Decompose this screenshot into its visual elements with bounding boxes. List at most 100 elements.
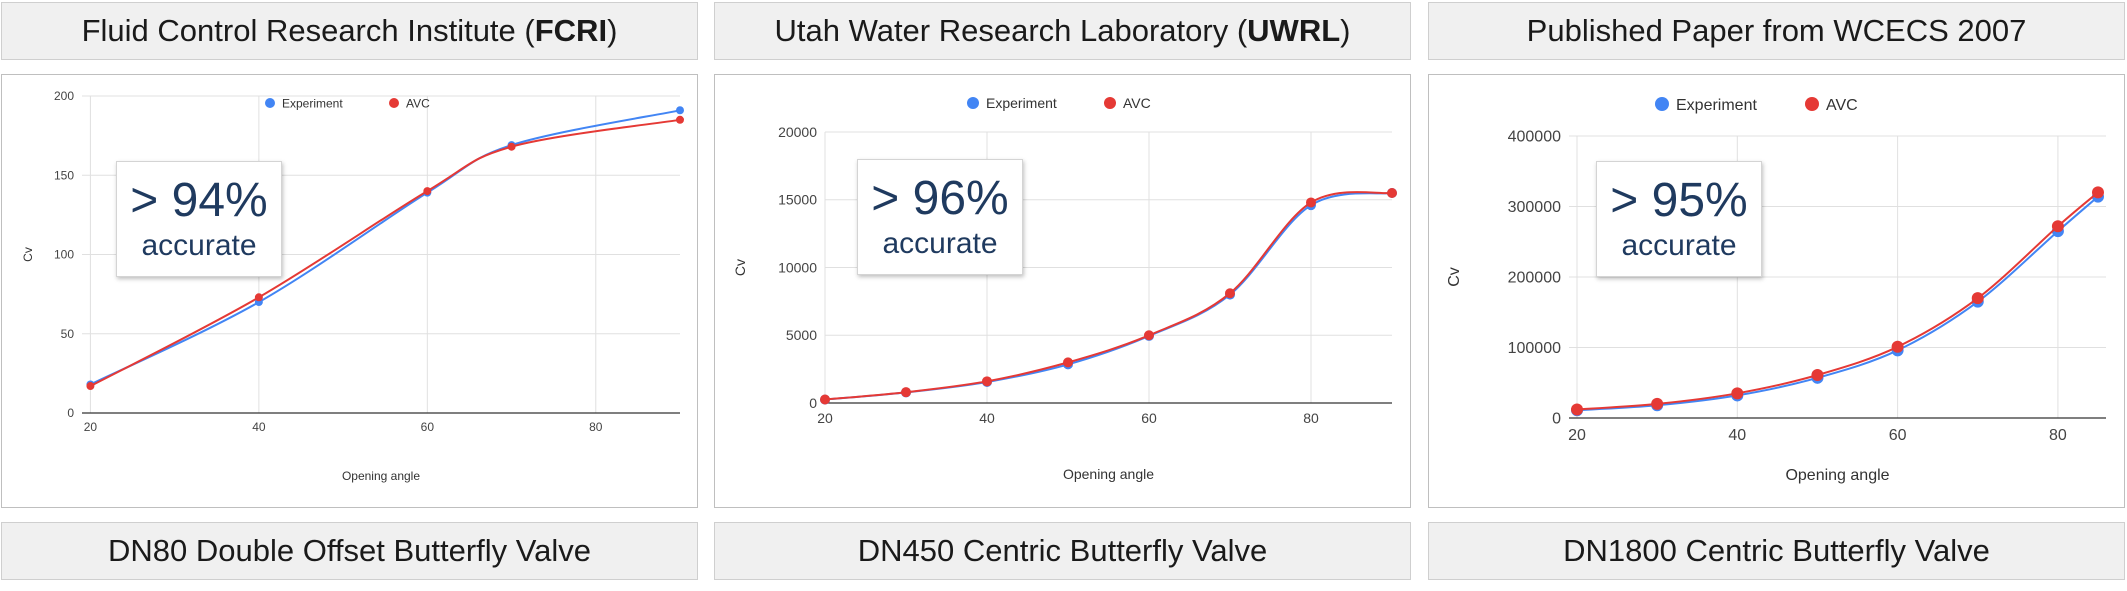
- y-tick-label: 50: [61, 327, 75, 341]
- y-axis-label: Cv: [732, 259, 748, 276]
- series-line-experiment: [89, 109, 681, 386]
- data-point-experiment: [676, 106, 684, 115]
- header-text: Fluid Control Research Institute (: [81, 13, 535, 48]
- data-point-avc: [2091, 186, 2104, 199]
- series-line-experiment: [1576, 195, 2099, 412]
- accuracy-label: accurate: [882, 227, 998, 260]
- header-text: Utah Water Research Laboratory (: [774, 13, 1248, 48]
- y-tick-label: 200000: [1508, 270, 1561, 287]
- y-tick-label: 400000: [1508, 129, 1561, 146]
- y-tick-label: 100000: [1508, 340, 1561, 357]
- y-axis-label: Cv: [1446, 267, 1463, 287]
- data-point-avc: [901, 387, 911, 398]
- y-tick-label: 5000: [786, 327, 817, 343]
- x-axis-label: Opening angle: [1785, 467, 1889, 484]
- x-axis-label: Opening angle: [342, 469, 420, 483]
- accuracy-label: accurate: [141, 229, 257, 262]
- data-point-avc: [1971, 292, 1984, 305]
- data-point-avc: [1306, 197, 1316, 208]
- x-tick-label: 60: [1889, 427, 1907, 444]
- accuracy-box: > 94% accurate: [116, 161, 282, 277]
- x-tick-label: 20: [1568, 427, 1586, 444]
- panel-header: Fluid Control Research Institute (FCRI): [1, 2, 698, 60]
- legend-marker-experiment: [967, 97, 979, 109]
- data-point-avc: [1731, 387, 1744, 400]
- legend-marker-experiment: [1655, 97, 1669, 111]
- data-point-avc: [1891, 340, 1904, 353]
- data-point-avc: [1651, 397, 1664, 410]
- y-tick-label: 0: [67, 406, 74, 420]
- accuracy-label: accurate: [1621, 229, 1737, 262]
- x-tick-label: 80: [589, 420, 603, 434]
- chart-card: 0 5000 10000 15000 20000 20 40 60 80 Opening angl…: [714, 74, 1411, 508]
- data-point-avc: [1063, 357, 1073, 368]
- x-tick-label: 20: [817, 410, 833, 426]
- chart-svg: 0 5000 10000 15000 20000 20 40 60 80 Opening angl…: [732, 95, 1397, 482]
- y-tick-label: 150: [54, 168, 74, 182]
- panel-uwrl: Utah Water Research Laboratory (UWRL) 0 5…: [714, 0, 1411, 591]
- x-tick-label: 40: [1728, 427, 1746, 444]
- x-tick-label: 60: [421, 420, 435, 434]
- legend-marker-experiment: [265, 98, 275, 108]
- accuracy-box: > 96% accurate: [857, 159, 1023, 275]
- data-point-avc: [2051, 220, 2064, 233]
- data-point-avc: [1144, 330, 1154, 341]
- panel-fcri: Fluid Control Research Institute (FCRI) …: [1, 0, 698, 591]
- legend-label-avc: AVC: [1826, 97, 1858, 114]
- y-tick-label: 0: [809, 395, 817, 411]
- data-point-avc: [1571, 403, 1584, 416]
- y-tick-label: 20000: [778, 124, 817, 140]
- chart-svg: 0 100000 200000 300000 400000 20 40 60 80 Opening…: [1446, 97, 2106, 484]
- legend-marker-avc: [389, 98, 399, 108]
- data-point-avc: [1225, 288, 1235, 299]
- x-tick-label: 20: [84, 420, 98, 434]
- panel-header: Utah Water Research Laboratory (UWRL): [714, 2, 1411, 60]
- x-tick-label: 40: [979, 410, 995, 426]
- series-line-avc: [1576, 191, 2099, 411]
- legend-label-avc: AVC: [406, 96, 430, 110]
- legend-label-experiment: Experiment: [282, 96, 343, 110]
- x-tick-label: 80: [2049, 427, 2067, 444]
- legend-marker-avc: [1104, 97, 1116, 109]
- series-line-avc: [89, 118, 681, 387]
- header-text-end: ): [607, 13, 618, 48]
- panel-header: Published Paper from WCECS 2007: [1428, 2, 2125, 60]
- data-point-avc: [423, 187, 432, 196]
- chart-card: 0 50 100 150 200 20 40 60 80 Opening angle Cv Exper…: [1, 74, 698, 508]
- header-text: Published Paper from WCECS 2007: [1526, 13, 2027, 48]
- y-axis-label: Cv: [21, 247, 35, 262]
- data-point-avc: [1387, 187, 1397, 198]
- panel-footer: DN450 Centric Butterfly Valve: [714, 522, 1411, 580]
- chart-svg: 0 50 100 150 200 20 40 60 80 Opening angle Cv Exper…: [21, 89, 684, 483]
- x-tick-label: 40: [252, 420, 266, 434]
- y-tick-label: 0: [1552, 411, 1561, 428]
- y-tick-label: 15000: [778, 192, 817, 208]
- legend-marker-avc: [1805, 97, 1819, 111]
- data-point-avc: [1811, 368, 1824, 381]
- panel-wcecs: Published Paper from WCECS 2007 0 100000 2…: [1428, 0, 2125, 591]
- x-tick-label: 60: [1141, 410, 1157, 426]
- data-point-avc: [507, 142, 516, 151]
- header-bold-text: UWRL: [1247, 13, 1341, 48]
- x-axis-label: Opening angle: [1063, 466, 1154, 482]
- y-tick-label: 10000: [778, 259, 817, 275]
- data-point-avc: [982, 376, 992, 387]
- header-bold-text: FCRI: [534, 13, 608, 48]
- data-point-avc: [86, 382, 95, 391]
- accuracy-box: > 95% accurate: [1596, 161, 1762, 277]
- legend-label-experiment: Experiment: [1676, 97, 1757, 114]
- data-point-avc: [254, 293, 263, 302]
- y-tick-label: 100: [54, 248, 74, 262]
- header-text-end: ): [1340, 13, 1351, 48]
- panel-footer: DN1800 Centric Butterfly Valve: [1428, 522, 2125, 580]
- y-tick-label: 200: [54, 89, 74, 103]
- chart-card: 0 100000 200000 300000 400000 20 40 60 80 Opening…: [1428, 74, 2125, 508]
- accuracy-value: > 94%: [130, 174, 268, 227]
- data-point-avc: [676, 115, 684, 124]
- series-line-avc: [824, 191, 1393, 401]
- x-tick-label: 80: [1303, 410, 1319, 426]
- legend-label-experiment: Experiment: [986, 95, 1057, 111]
- legend-label-avc: AVC: [1123, 95, 1151, 111]
- y-tick-label: 300000: [1508, 199, 1561, 216]
- data-point-avc: [820, 394, 830, 405]
